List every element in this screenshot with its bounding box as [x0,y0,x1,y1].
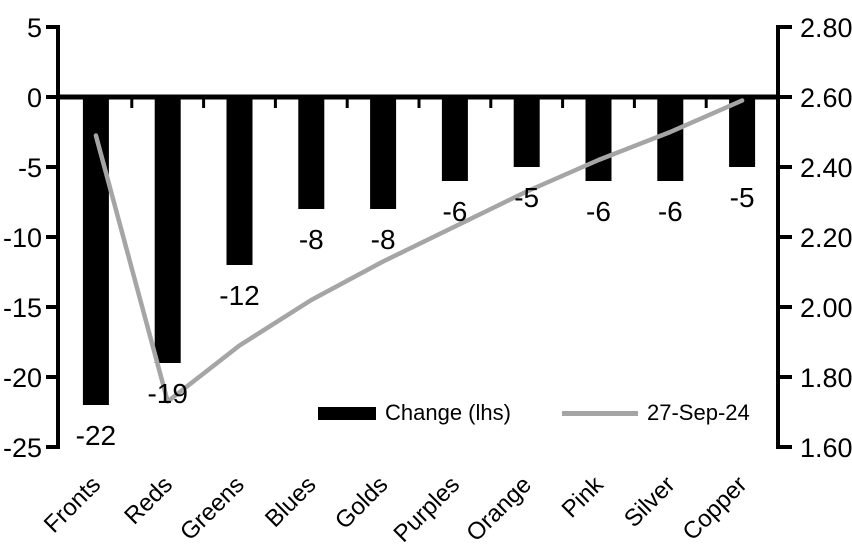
category-label-golds: Golds [330,471,393,534]
bar-data-label: -5 [730,182,755,213]
legend-line-swatch [562,410,638,416]
category-label-silver: Silver [619,471,681,533]
category-label-purples: Purples [389,471,466,548]
left-axis-label: -20 [3,363,42,393]
bar-data-label: -19 [147,378,187,409]
bar-data-label: -12 [219,280,259,311]
right-axis-label: 1.80 [800,363,852,393]
left-axis-label: -25 [3,433,42,463]
category-label-blues: Blues [260,471,322,533]
bar-blues [298,95,325,209]
right-axis-label: 2.00 [800,293,852,323]
right-axis-label: 2.80 [800,13,852,43]
right-axis-label: 1.60 [800,433,852,463]
legend-item-change: Change (lhs) [318,400,511,426]
category-label-greens: Greens [175,471,250,546]
bar-purples [441,95,468,181]
right-axis-label: 2.20 [800,223,852,253]
bar-data-label: -6 [586,196,611,227]
bar-orange [513,95,540,167]
bar-fronts [82,95,109,405]
right-axis-label: 2.40 [800,153,852,183]
left-axis-label: 5 [27,13,42,43]
bar-golds [370,95,397,209]
bar-data-label: -8 [299,224,324,255]
legend-bar-swatch [318,406,376,420]
left-axis-label: -15 [3,293,42,323]
bar-silver [657,95,684,181]
line-series [93,98,745,404]
bar-reds [154,95,181,363]
bar-data-label: -6 [658,196,683,227]
category-label-orange: Orange [461,471,537,547]
bar-copper [729,95,756,167]
left-axis-label: 0 [27,83,42,113]
bar-data-label: -5 [514,182,539,213]
category-label-fronts: Fronts [39,471,106,538]
left-axis-label: -10 [3,223,42,253]
legend-label-date: 27-Sep-24 [647,400,750,425]
bar-greens [226,95,253,265]
bar-data-label: -8 [371,224,396,255]
category-label-pink: Pink [557,470,610,523]
legend-label-change: Change (lhs) [385,400,511,425]
bar-pink [585,95,612,181]
left-axis-label: -5 [18,153,42,183]
right-axis-label: 2.60 [800,83,852,113]
legend-item-date: 27-Sep-24 [562,400,750,426]
bar-data-label: -22 [76,420,116,451]
category-label-reds: Reds [119,471,178,530]
category-label-copper: Copper [678,471,753,546]
bar-data-label: -6 [442,196,467,227]
